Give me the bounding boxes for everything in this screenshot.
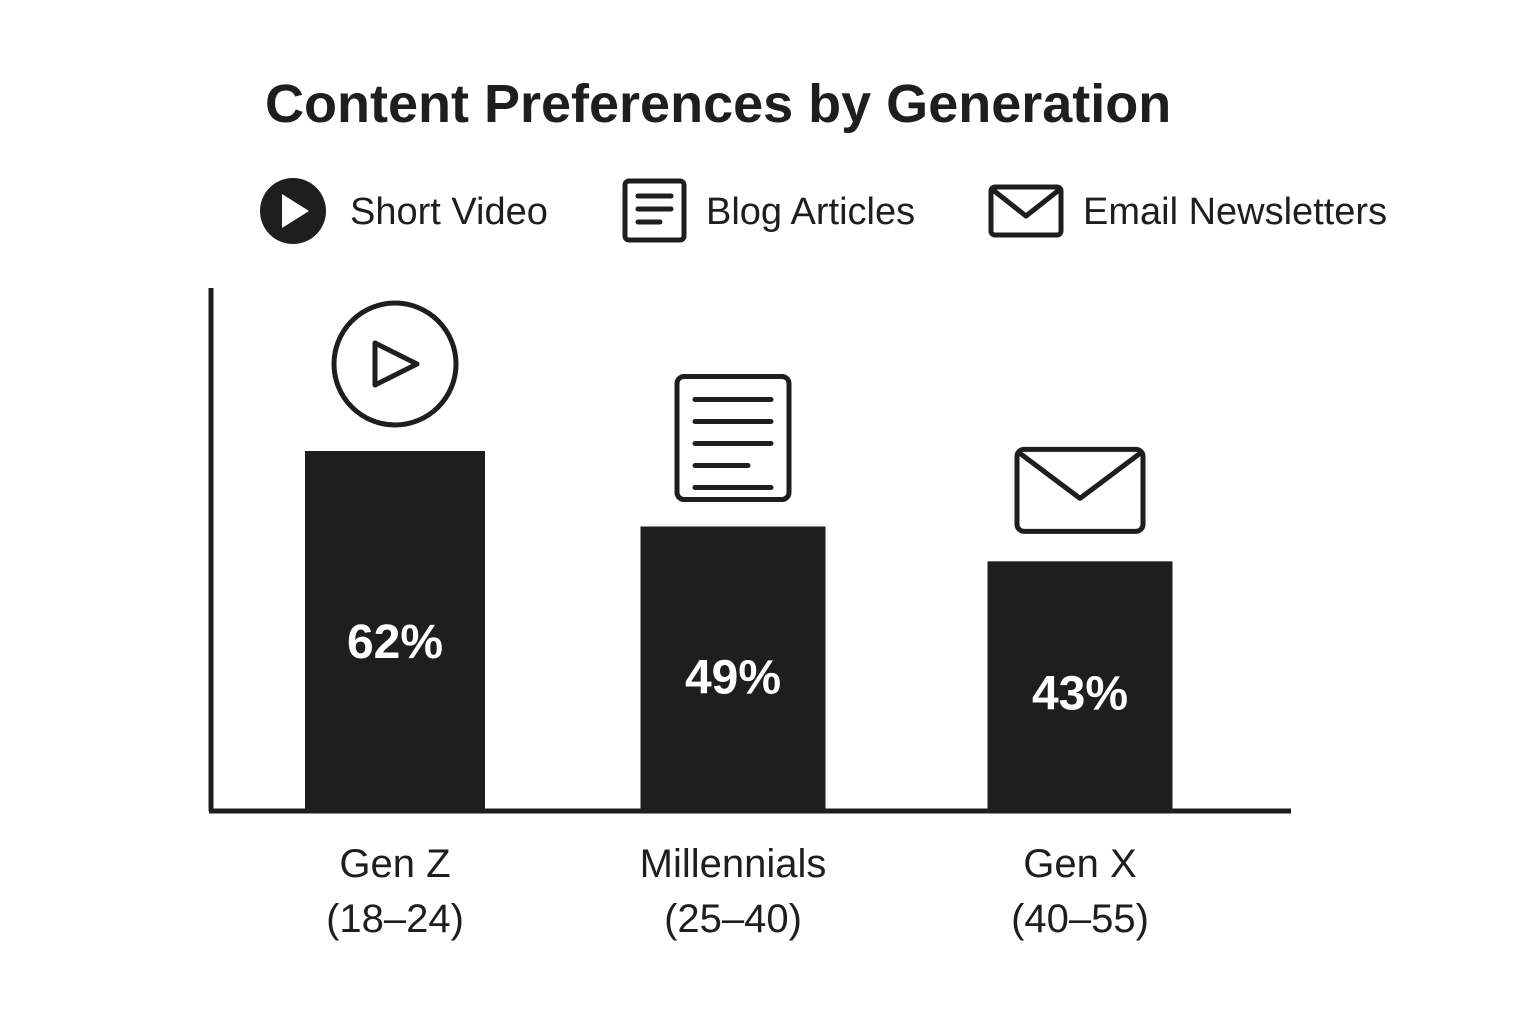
bar-gen-z	[305, 451, 485, 811]
category-label: Millennials	[640, 842, 827, 886]
value-label: 62%	[347, 616, 443, 669]
category-sublabel: (40–55)	[1011, 897, 1149, 941]
bar-document-icon-1	[674, 373, 792, 502]
category-sublabel: (25–40)	[664, 897, 802, 941]
category-label: Gen X	[1023, 842, 1136, 886]
bar-envelope-icon-2	[1014, 446, 1146, 534]
legend-envelope-icon	[988, 184, 1064, 238]
legend-label-email-newsletters: Email Newsletters	[1083, 191, 1387, 233]
legend-document-icon	[622, 178, 687, 243]
category-label: Gen Z	[339, 842, 450, 886]
legend-label-blog-articles: Blog Articles	[706, 191, 915, 233]
value-label: 49%	[685, 651, 781, 704]
legend: Short Video Blog Articles Email Newslett…	[260, 178, 1387, 244]
bar-gen-x	[987, 561, 1173, 811]
legend-item-email-newsletters: Email Newsletters	[988, 184, 1387, 238]
bar-millennials	[640, 526, 826, 811]
bar-play-icon-0	[331, 300, 459, 428]
legend-play-icon	[260, 178, 326, 244]
value-label: 43%	[1032, 668, 1128, 721]
category-sublabel: (18–24)	[326, 897, 464, 941]
bars: 62% Gen Z (18–24) 49% Millennials (25–40) 43% G…	[305, 300, 1173, 941]
chart-title: Content Preferences by Generation	[265, 74, 1171, 134]
legend-item-blog-articles: Blog Articles	[622, 178, 915, 243]
legend-item-short-video: Short Video	[260, 178, 548, 244]
legend-label-short-video: Short Video	[350, 191, 548, 233]
